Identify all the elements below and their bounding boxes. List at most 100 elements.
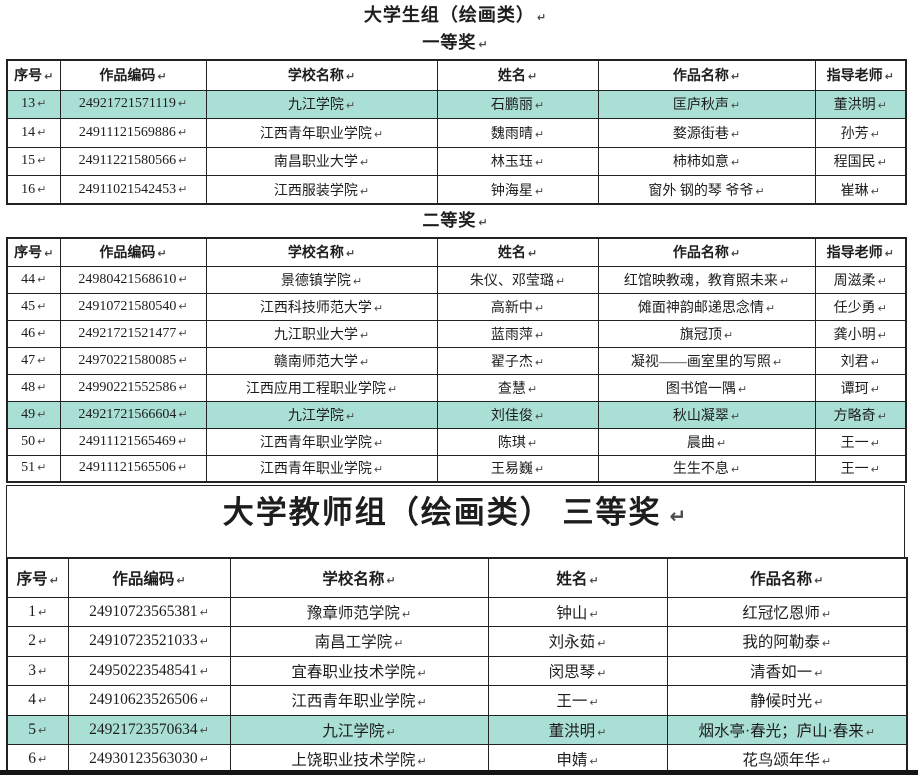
return-mark: ↵ xyxy=(345,99,356,113)
table-row: 49 ↵ 24921721566604 ↵ 九江学院 ↵ 刘佳俊 ↵ 秋山凝翠 ↵ 方略奇 ↵ xyxy=(6,400,907,429)
return-mark: ↵ xyxy=(38,723,48,737)
return-mark: ↵ xyxy=(178,407,188,421)
return-mark: ↵ xyxy=(157,247,167,261)
cell-work: 柿柿如意 ↵ xyxy=(597,146,816,176)
column-header-work: 作品名称 ↵ xyxy=(597,237,816,267)
cell-work: 我的阿勒泰 ↵ xyxy=(666,626,908,657)
cell-no: 44 ↵ xyxy=(6,265,61,294)
cell-school: 江西青年职业学院 ↵ xyxy=(205,118,438,148)
return-mark: ↵ xyxy=(177,125,188,139)
column-header-no: 序号 ↵ xyxy=(6,557,69,598)
cell-name: 蓝雨萍 ↵ xyxy=(436,319,599,348)
cell-school: 江西服装学院 ↵ xyxy=(205,175,438,205)
return-mark: ↵ xyxy=(359,156,370,170)
cell-no: 50 ↵ xyxy=(6,427,61,456)
cell-name: 董洪明 ↵ xyxy=(487,714,668,745)
return-mark: ↵ xyxy=(527,70,538,84)
return-mark: ↵ xyxy=(755,184,765,198)
return-mark: ↵ xyxy=(870,184,880,198)
return-mark: ↵ xyxy=(37,125,47,139)
cell-code: 24970221580085 ↵ xyxy=(59,346,207,375)
return-mark: ↵ xyxy=(37,326,47,340)
cell-code: 24911121569886 ↵ xyxy=(59,118,207,148)
cell-teacher: 程国民 ↵ xyxy=(814,146,907,176)
column-header-school: 学校名称 ↵ xyxy=(205,59,438,91)
cell-work: 静候时光 ↵ xyxy=(666,685,908,716)
return-mark: ↵ xyxy=(597,666,607,680)
cell-teacher: 周滋柔 ↵ xyxy=(814,265,907,294)
table-row: 47 ↵ 24970221580085 ↵ 赣南师范大学 ↵ 翟子杰 ↵ 凝视——画室里的写照 ↵… xyxy=(6,346,907,375)
return-mark: ↵ xyxy=(359,355,370,369)
cell-teacher: 刘君 ↵ xyxy=(814,346,907,375)
column-header-name: 姓名 ↵ xyxy=(487,557,668,598)
cell-school: 景德镇学院 ↵ xyxy=(205,265,438,294)
cell-work: 窗外 钢的琴 爷爷 ↵ xyxy=(597,175,816,205)
teacher-group-title-text: 大学教师组（绘画类） 三等奖 xyxy=(222,495,662,530)
return-mark: ↵ xyxy=(814,666,824,680)
return-mark: ↵ xyxy=(394,637,404,651)
return-mark: ↵ xyxy=(821,755,832,768)
cell-school: 江西青年职业学院 ↵ xyxy=(229,685,489,716)
return-mark: ↵ xyxy=(534,99,545,113)
return-mark: ↵ xyxy=(589,607,599,621)
cell-work: 婺源街巷 ↵ xyxy=(597,118,816,148)
return-mark: ↵ xyxy=(534,328,545,342)
column-header-teacher: 指导老师 ↵ xyxy=(814,59,907,91)
return-mark: ↵ xyxy=(37,97,47,111)
return-mark: ↵ xyxy=(44,247,54,261)
return-mark: ↵ xyxy=(877,156,887,170)
return-mark: ↵ xyxy=(178,326,188,340)
return-mark: ↵ xyxy=(534,156,545,170)
cell-no: 5 ↵ xyxy=(6,714,69,745)
cell-code: 24950223548541 ↵ xyxy=(67,655,231,686)
column-header-no: 序号 ↵ xyxy=(6,59,61,91)
cell-school: 九江学院 ↵ xyxy=(229,714,489,745)
return-mark: ↵ xyxy=(870,463,880,477)
return-mark: ↵ xyxy=(534,301,545,315)
cell-school: 豫章师范学院 ↵ xyxy=(229,596,489,627)
return-mark: ↵ xyxy=(589,573,599,587)
table-row: 14 ↵ 24911121569886 ↵ 江西青年职业学院 ↵ 魏雨晴 ↵ 婺源街巷 ↵ 孙芳 ↵ xyxy=(6,118,907,148)
return-mark: ↵ xyxy=(870,436,880,450)
return-mark: ↵ xyxy=(199,753,209,766)
return-mark: ↵ xyxy=(386,725,396,739)
cell-school: 江西科技师范大学 ↵ xyxy=(205,292,438,321)
return-mark: ↵ xyxy=(534,409,545,423)
return-mark: ↵ xyxy=(37,154,47,168)
cell-work: 晨曲 ↵ xyxy=(597,427,816,456)
column-header-code: 作品编码 ↵ xyxy=(59,237,207,267)
cell-code: 24910723521033 ↵ xyxy=(67,626,231,657)
first-prize-table: 序号 ↵ 作品编码 ↵ 学校名称 ↵ 姓名 ↵ 作品名称 ↵ 指导老师 ↵ 13 ↵ 2492172157… xyxy=(6,59,907,205)
return-mark: ↵ xyxy=(716,436,727,450)
header-row: 序号 ↵ 作品编码 ↵ 学校名称 ↵ 姓名 ↵ 作品名称 ↵ 指导老师 ↵ xyxy=(6,59,907,91)
cell-work: 生生不息 ↵ xyxy=(597,454,816,483)
column-header-teacher: 指导老师 ↵ xyxy=(814,237,907,267)
return-mark: ↵ xyxy=(877,301,887,315)
return-mark: ↵ xyxy=(821,607,832,621)
return-mark: ↵ xyxy=(199,664,209,678)
second-prize-title-text: 二等奖 xyxy=(422,211,477,230)
cell-no: 2 ↵ xyxy=(6,626,69,657)
return-mark: ↵ xyxy=(597,637,607,651)
column-header-school: 学校名称 ↵ xyxy=(205,237,438,267)
photo-bottom-edge xyxy=(0,770,918,775)
cell-code: 24910723565381 ↵ xyxy=(67,596,231,627)
student-group-title-text: 大学生组（绘画类） xyxy=(363,5,535,25)
cell-no: 16 ↵ xyxy=(6,175,61,205)
cell-school: 九江学院 ↵ xyxy=(205,89,438,119)
cell-work: 凝视——画室里的写照 ↵ xyxy=(597,346,816,375)
return-mark: ↵ xyxy=(870,127,880,141)
return-mark: ↵ xyxy=(821,637,832,651)
cell-work: 秋山凝翠 ↵ xyxy=(597,400,816,429)
student-group-title: 大学生组（绘画类） ↵ xyxy=(6,3,905,30)
return-mark: ↵ xyxy=(814,573,824,587)
return-mark: ↵ xyxy=(178,380,188,394)
cell-no: 14 ↵ xyxy=(6,118,61,148)
cell-work: 傩面神韵邮递思念情 ↵ xyxy=(597,292,816,321)
cell-code: 24911221580566 ↵ xyxy=(59,146,207,176)
return-mark: ↵ xyxy=(177,461,188,475)
return-mark: ↵ xyxy=(877,328,887,342)
cell-name: 查慧 ↵ xyxy=(436,373,599,402)
return-mark: ↵ xyxy=(373,436,384,450)
cell-school: 南昌工学院 ↵ xyxy=(229,626,489,657)
